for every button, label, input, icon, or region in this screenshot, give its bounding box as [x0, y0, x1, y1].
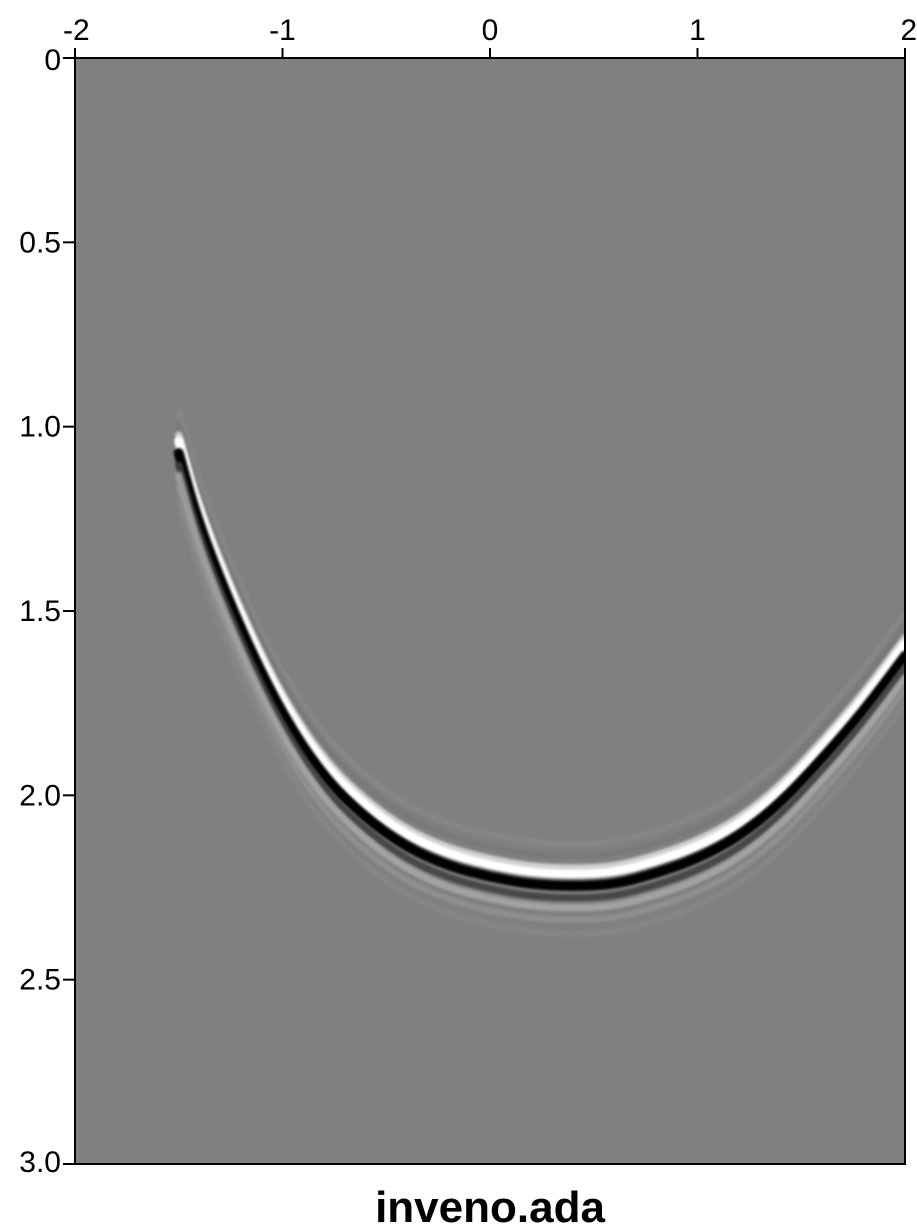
y-tick-label: 0.5: [19, 226, 61, 259]
event-wavelet-band: [175, 471, 905, 912]
event-wavelet-band: [174, 436, 905, 879]
event-wavelet-band: [175, 484, 905, 923]
x-tick-label: 0: [482, 14, 499, 47]
event-wavelet-band: [175, 461, 905, 902]
y-tick-label: 2.5: [19, 964, 61, 997]
event-wavelet-band: [175, 408, 905, 847]
x-tick-label: -1: [269, 14, 296, 47]
y-tick-label: 1.5: [19, 595, 61, 628]
x-tick-label: -2: [63, 14, 90, 47]
event-wavelet-band: [175, 420, 905, 859]
event-wavelet-band: [175, 498, 905, 937]
y-tick-label: 3.0: [19, 1146, 61, 1179]
y-tick-label: 2.0: [19, 779, 61, 812]
x-tick-label: 2: [900, 14, 917, 47]
plot-area: [75, 58, 905, 1164]
y-tick-label: 1.0: [19, 411, 61, 444]
x-tick-label: 1: [689, 14, 706, 47]
reflection-event: [173, 408, 905, 937]
event-wavelet-band: [173, 448, 905, 891]
chart-title: inveno.ada: [375, 1183, 605, 1230]
axes: -2 -1 0 1 2 0 0.5 1.0 1.5 2.0 2.5 3.0: [19, 14, 917, 1179]
y-tick-label: 0: [44, 44, 61, 77]
